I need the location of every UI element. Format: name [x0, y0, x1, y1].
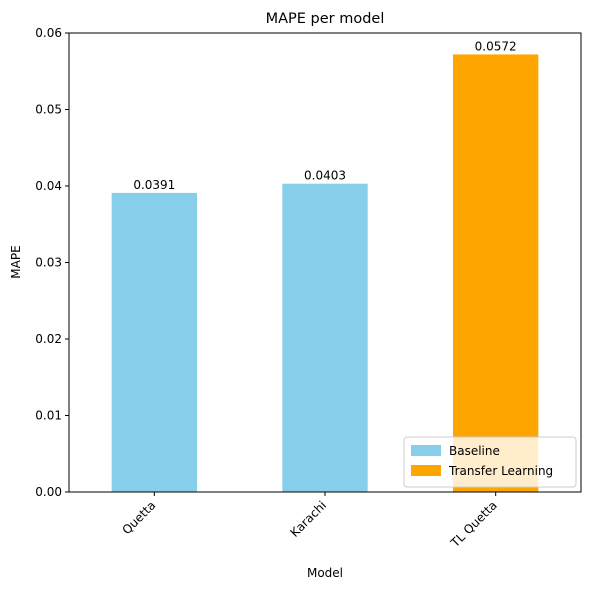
y-tick-label: 0.01	[35, 409, 62, 423]
y-tick-label: 0.04	[35, 179, 62, 193]
bar-quetta	[111, 192, 197, 492]
bar-tl-quetta	[453, 54, 539, 493]
bars-group	[111, 54, 539, 493]
legend-swatch	[411, 465, 441, 476]
value-label: 0.0403	[304, 169, 346, 183]
y-axis-label: MAPE	[9, 245, 23, 278]
y-axis: 0.00 0.01 0.02 0.03 0.04 0.05 0.06	[35, 26, 69, 499]
legend-label: Transfer Learning	[448, 464, 553, 478]
y-tick-label: 0.05	[35, 103, 62, 117]
plot-frame	[68, 32, 582, 493]
y-tick-label: 0.00	[35, 485, 62, 499]
chart-title: MAPE per model	[266, 11, 385, 27]
y-tick-label: 0.02	[35, 332, 62, 346]
value-label: 0.0572	[475, 39, 517, 53]
x-axis-label: Model	[307, 566, 343, 580]
y-tick-label: 0.06	[35, 26, 62, 40]
legend: Baseline Transfer Learning	[403, 436, 577, 488]
bar-karachi	[282, 183, 368, 492]
legend-swatch	[411, 445, 441, 456]
legend-label: Baseline	[449, 444, 500, 458]
legend-box	[403, 436, 577, 488]
value-label: 0.0391	[133, 178, 175, 192]
y-tick-label: 0.03	[35, 256, 62, 270]
value-labels-group: 0.0391 0.0403 0.0572	[133, 39, 516, 191]
